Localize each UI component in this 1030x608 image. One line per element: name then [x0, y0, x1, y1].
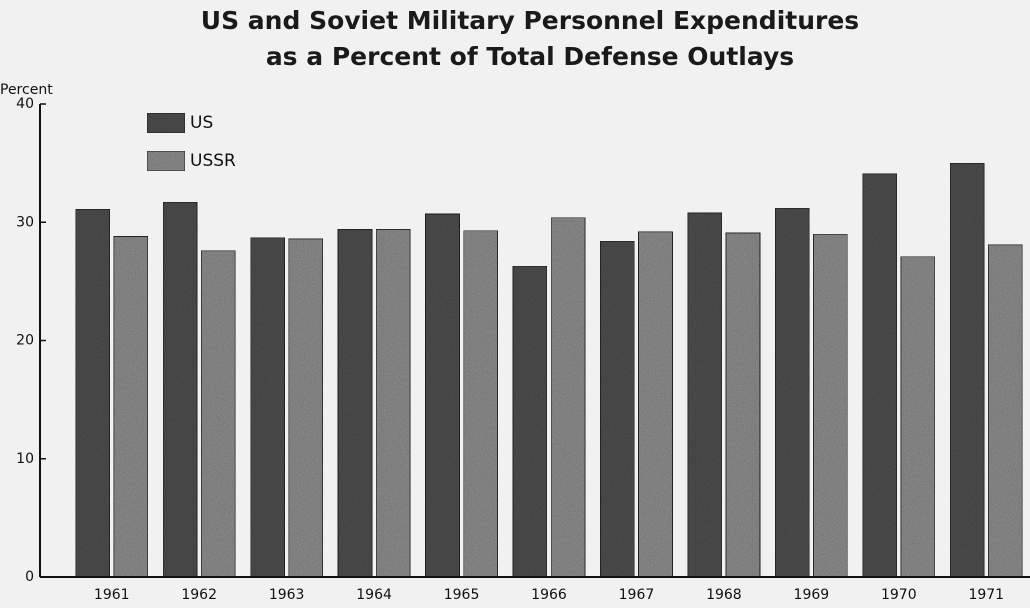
bar — [375, 228, 411, 578]
bar — [200, 250, 236, 578]
bar — [512, 265, 548, 578]
bar — [637, 231, 674, 578]
x-tick-label: 1967 — [619, 587, 655, 603]
bar — [113, 235, 149, 578]
chart-subtitle: as a Percent of Total Defense Outlays — [266, 42, 794, 71]
x-tick-label: 1964 — [356, 587, 392, 603]
bar — [463, 230, 499, 578]
x-tick-label: 1963 — [269, 587, 305, 603]
y-tick-label: 40 — [16, 96, 34, 112]
bar — [288, 238, 324, 578]
bar — [812, 233, 848, 578]
x-tick-label: 1965 — [444, 587, 480, 603]
bar — [862, 173, 898, 578]
y-tick-label: 10 — [16, 451, 34, 467]
legend-swatch — [146, 112, 186, 134]
bar — [250, 237, 286, 578]
bar — [774, 207, 810, 578]
x-tick-label: 1962 — [181, 587, 217, 603]
bar — [987, 244, 1023, 578]
bar — [599, 240, 635, 578]
bar — [949, 162, 985, 578]
y-tick-label: 30 — [16, 214, 34, 230]
x-tick-label: 1971 — [968, 587, 1004, 603]
bar — [424, 213, 461, 578]
legend-swatch — [146, 150, 186, 172]
x-tick-label: 1961 — [94, 587, 130, 603]
bar — [550, 217, 586, 578]
x-tick-label: 1969 — [794, 587, 830, 603]
x-tick-label: 1970 — [881, 587, 917, 603]
chart-title: US and Soviet Military Personnel Expendi… — [201, 6, 859, 35]
bar — [162, 201, 198, 578]
bar — [75, 208, 111, 578]
y-axis-label: Percent — [0, 82, 53, 98]
x-tick-label: 1968 — [706, 587, 742, 603]
x-tick-label: 1966 — [531, 587, 567, 603]
legend-label: USSR — [190, 151, 236, 171]
bar — [900, 256, 936, 578]
y-tick-label: 20 — [16, 333, 34, 349]
bar — [725, 232, 761, 578]
bar — [337, 228, 373, 578]
bar — [687, 212, 723, 578]
y-tick-label: 0 — [25, 569, 34, 585]
legend-label: US — [190, 113, 213, 133]
